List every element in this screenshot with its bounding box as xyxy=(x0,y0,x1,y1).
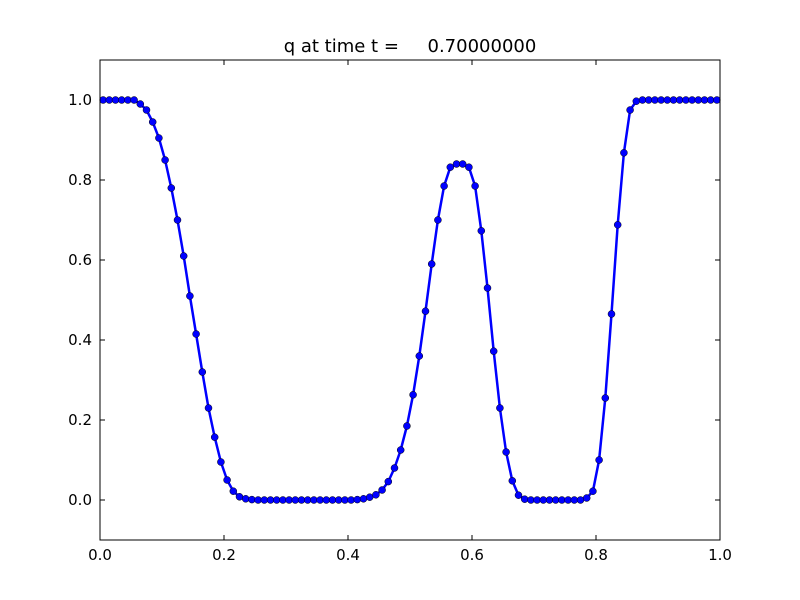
data-point xyxy=(248,495,256,504)
data-point xyxy=(99,96,107,104)
data-point xyxy=(173,216,182,224)
data-point xyxy=(483,284,492,292)
data-point xyxy=(235,493,244,501)
data-line xyxy=(103,98,717,502)
data-point xyxy=(489,347,498,355)
x-tick-label: 0.4 xyxy=(336,546,360,564)
x-tick-label: 0.2 xyxy=(212,546,236,564)
data-point xyxy=(502,448,510,456)
data-point xyxy=(496,404,504,412)
y-tick-label: 0.2 xyxy=(68,411,92,429)
data-point xyxy=(390,464,399,472)
data-point xyxy=(136,100,145,108)
y-tick-label: 0.6 xyxy=(68,251,92,269)
data-point xyxy=(229,487,238,495)
data-point xyxy=(384,477,393,486)
y-tick-label: 0.4 xyxy=(68,331,92,349)
y-tick-label: 1.0 xyxy=(68,91,92,109)
data-point xyxy=(124,96,132,104)
data-point xyxy=(446,163,455,171)
chart-title: q at time t = 0.70000000 xyxy=(284,36,537,57)
data-point xyxy=(632,97,641,105)
data-point xyxy=(378,486,386,494)
data-point xyxy=(415,352,424,360)
data-point xyxy=(613,221,622,229)
data-point xyxy=(520,495,529,503)
data-point xyxy=(372,491,380,499)
data-point xyxy=(601,394,610,402)
data-point xyxy=(471,182,479,190)
x-tick-label: 0.0 xyxy=(88,546,112,564)
data-point xyxy=(421,307,430,315)
x-tick-label: 0.8 xyxy=(584,546,608,564)
data-point xyxy=(347,496,355,504)
data-point xyxy=(434,216,442,224)
data-point xyxy=(477,227,486,235)
data-point xyxy=(514,491,523,499)
plot-frame xyxy=(99,59,721,541)
data-point xyxy=(167,184,176,192)
x-tick-label: 1.0 xyxy=(708,546,732,564)
data-point xyxy=(458,160,467,168)
data-point xyxy=(241,495,250,503)
data-point xyxy=(427,260,436,268)
data-point xyxy=(440,182,448,190)
data-point xyxy=(409,391,417,399)
data-point xyxy=(403,422,411,430)
data-point xyxy=(582,494,591,502)
data-point xyxy=(204,404,213,412)
data-point xyxy=(626,106,634,114)
data-point xyxy=(353,495,362,504)
data-point xyxy=(359,495,368,503)
data-point xyxy=(117,96,126,104)
data-point xyxy=(217,458,225,466)
data-point xyxy=(589,487,597,495)
data-point xyxy=(595,456,603,464)
data-point xyxy=(142,106,151,114)
data-point xyxy=(198,368,207,376)
data-point xyxy=(713,96,721,104)
data-point xyxy=(576,496,585,504)
data-point xyxy=(365,493,374,501)
x-tick-label: 0.6 xyxy=(460,546,484,564)
data-point xyxy=(223,476,231,484)
data-point xyxy=(192,330,200,338)
data-point xyxy=(186,292,194,300)
data-point xyxy=(508,477,517,485)
data-point xyxy=(179,252,188,260)
data-point xyxy=(161,156,169,164)
data-point xyxy=(148,118,157,126)
data-point xyxy=(607,310,616,318)
y-tick-label: 0.0 xyxy=(68,491,92,509)
data-point xyxy=(620,149,628,157)
data-point xyxy=(155,134,163,142)
data-point xyxy=(210,433,219,441)
data-point xyxy=(396,446,405,454)
y-tick-label: 0.8 xyxy=(68,171,92,189)
data-point xyxy=(130,96,138,104)
data-point xyxy=(465,163,473,171)
